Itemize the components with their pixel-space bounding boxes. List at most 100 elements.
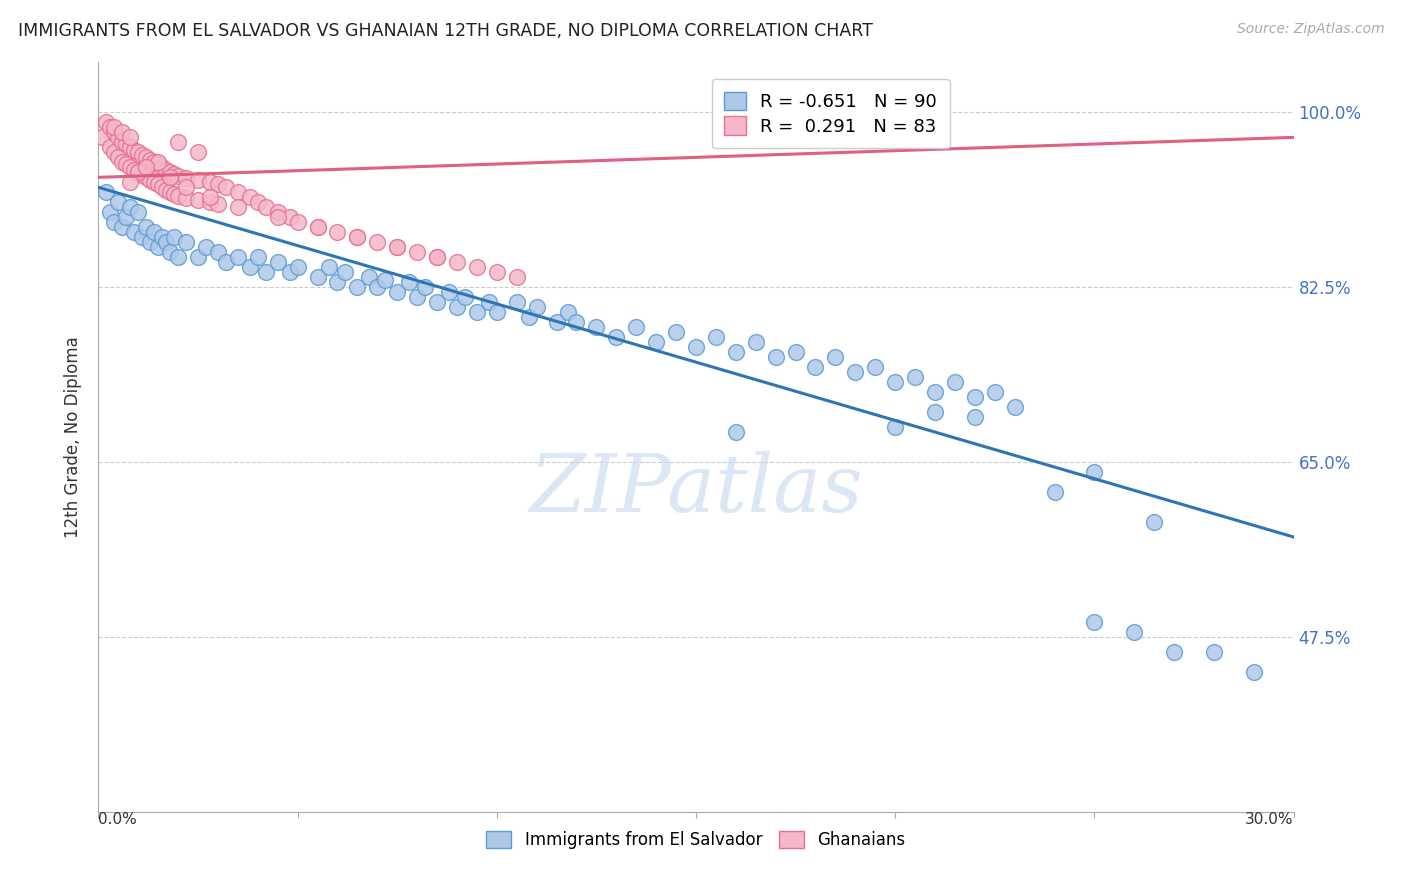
Point bbox=[150, 161, 173, 175]
Point bbox=[139, 173, 162, 187]
Point bbox=[335, 265, 357, 279]
Point bbox=[307, 270, 329, 285]
Point bbox=[139, 235, 162, 250]
Point bbox=[426, 250, 449, 264]
Point bbox=[91, 130, 114, 145]
Point bbox=[745, 335, 768, 350]
Point bbox=[163, 167, 186, 181]
Point bbox=[143, 175, 166, 189]
Point bbox=[155, 183, 177, 197]
Point bbox=[413, 280, 436, 294]
Point bbox=[685, 340, 707, 354]
Point bbox=[307, 220, 329, 235]
Point bbox=[406, 245, 429, 260]
Point bbox=[346, 230, 368, 244]
Point bbox=[366, 280, 388, 294]
Point bbox=[506, 270, 529, 285]
Point bbox=[187, 173, 209, 187]
Point bbox=[167, 189, 190, 203]
Point bbox=[226, 200, 249, 214]
Point bbox=[884, 375, 907, 389]
Point bbox=[148, 157, 170, 171]
Point bbox=[465, 305, 488, 319]
Point bbox=[163, 187, 186, 202]
Point bbox=[904, 370, 927, 384]
Text: ZIPatlas: ZIPatlas bbox=[529, 450, 863, 528]
Point bbox=[103, 125, 125, 139]
Point bbox=[605, 330, 627, 344]
Point bbox=[135, 161, 157, 175]
Point bbox=[984, 385, 1007, 400]
Point bbox=[645, 335, 668, 350]
Point bbox=[127, 145, 149, 160]
Point bbox=[155, 235, 177, 250]
Point bbox=[724, 345, 747, 359]
Point bbox=[426, 250, 449, 264]
Point bbox=[346, 230, 368, 244]
Point bbox=[226, 250, 249, 264]
Point bbox=[115, 157, 138, 171]
Point bbox=[1083, 465, 1105, 479]
Point bbox=[174, 171, 197, 186]
Point bbox=[111, 125, 134, 139]
Point bbox=[131, 169, 153, 183]
Point bbox=[120, 130, 142, 145]
Point bbox=[278, 211, 301, 225]
Point bbox=[565, 315, 588, 329]
Point bbox=[485, 305, 508, 319]
Point bbox=[287, 215, 309, 229]
Point bbox=[167, 250, 190, 264]
Text: Source: ZipAtlas.com: Source: ZipAtlas.com bbox=[1237, 22, 1385, 37]
Point bbox=[366, 235, 388, 250]
Point bbox=[159, 165, 181, 179]
Point bbox=[724, 425, 747, 439]
Point bbox=[465, 260, 488, 275]
Point bbox=[385, 285, 409, 300]
Point bbox=[517, 310, 540, 325]
Point bbox=[127, 205, 149, 219]
Point bbox=[287, 260, 309, 275]
Point bbox=[704, 330, 727, 344]
Point bbox=[120, 200, 142, 214]
Point bbox=[148, 240, 170, 254]
Point bbox=[239, 260, 262, 275]
Point bbox=[131, 148, 153, 162]
Point bbox=[526, 300, 548, 314]
Point bbox=[107, 195, 129, 210]
Point bbox=[207, 197, 229, 211]
Point bbox=[267, 211, 290, 225]
Point bbox=[1043, 485, 1066, 500]
Point bbox=[150, 180, 173, 194]
Text: 0.0%: 0.0% bbox=[98, 812, 138, 827]
Point bbox=[103, 215, 125, 229]
Point bbox=[159, 186, 181, 200]
Point bbox=[254, 200, 277, 214]
Point bbox=[385, 240, 409, 254]
Point bbox=[326, 275, 349, 289]
Point bbox=[884, 420, 907, 434]
Point bbox=[155, 163, 177, 178]
Point bbox=[103, 120, 125, 135]
Point bbox=[98, 205, 122, 219]
Point bbox=[254, 265, 277, 279]
Point bbox=[437, 285, 460, 300]
Point bbox=[585, 320, 607, 334]
Y-axis label: 12th Grade, No Diploma: 12th Grade, No Diploma bbox=[65, 336, 83, 538]
Point bbox=[131, 230, 153, 244]
Point bbox=[267, 205, 290, 219]
Point bbox=[198, 175, 221, 189]
Point bbox=[135, 170, 157, 185]
Point bbox=[167, 169, 190, 184]
Point bbox=[120, 161, 142, 175]
Point bbox=[215, 255, 238, 269]
Point bbox=[546, 315, 568, 329]
Point bbox=[174, 235, 197, 250]
Point bbox=[159, 245, 181, 260]
Point bbox=[115, 211, 138, 225]
Point bbox=[1083, 615, 1105, 629]
Point bbox=[446, 300, 468, 314]
Point bbox=[478, 295, 501, 310]
Point bbox=[127, 165, 149, 179]
Point bbox=[239, 190, 262, 204]
Point bbox=[346, 280, 368, 294]
